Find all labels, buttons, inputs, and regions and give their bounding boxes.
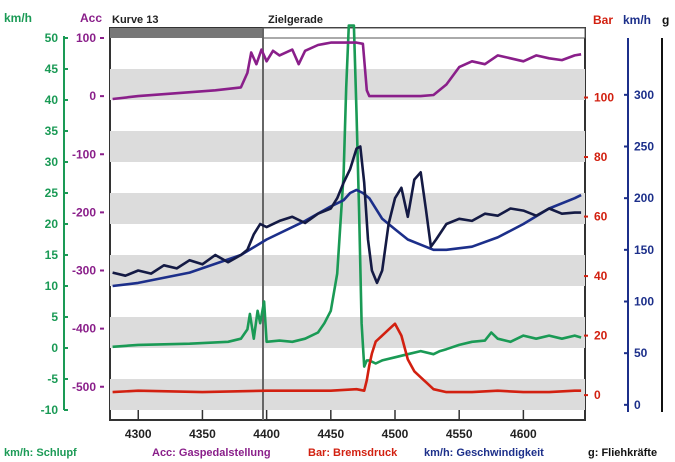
schlupf-tick-label: 45 <box>45 62 59 76</box>
axis-ticks: 50454035302520151050-5-101000-100-200-30… <box>41 31 655 417</box>
series-line-schlupf <box>112 24 582 368</box>
grid-stripe <box>110 379 585 410</box>
acc-axis-unit: Acc <box>80 11 102 25</box>
x-axis-ticks: 4300 4350 4400 4450 4500 4550 4600 <box>125 410 537 441</box>
legend-entry: km/h: Geschwindigkeit <box>424 447 544 459</box>
section-bar-zielgerade <box>262 27 586 39</box>
schlupf-tick-label: 15 <box>45 248 59 262</box>
speed-tick-label: 0 <box>634 398 641 412</box>
acc-tick-label: -300 <box>72 264 96 278</box>
speed-tick-label: 50 <box>634 346 648 360</box>
bar-axis-unit: Bar <box>593 13 613 27</box>
section-label-zielgerade: Zielgerade <box>268 14 323 26</box>
bar-tick-label: 80 <box>594 150 608 164</box>
x-tick-label: 4550 <box>446 427 473 441</box>
acc-tick-label: -200 <box>72 205 96 219</box>
grid-stripe <box>110 131 585 162</box>
schlupf-tick-label: 40 <box>45 93 59 107</box>
speed-axis-unit: km/h <box>623 13 651 27</box>
speed-tick-label: 150 <box>634 243 654 257</box>
schlupf-tick-label: 50 <box>45 31 59 45</box>
legend: km/h: Schlupf Acc: Gaspedalstellung Bar: B… <box>4 447 657 459</box>
section-label-kurve-13: Kurve 13 <box>112 14 158 26</box>
series-line-gaspedal <box>112 41 582 101</box>
grid-stripe <box>110 255 585 286</box>
speed-tick-label: 250 <box>634 140 654 154</box>
schlupf-axis-unit: km/h <box>4 11 32 25</box>
legend-entry: g: Fliehkräfte <box>588 447 657 459</box>
legend-entry: Bar: Bremsdruck <box>308 447 398 459</box>
bar-tick-label: 0 <box>594 388 601 402</box>
acc-tick-label: 100 <box>76 31 96 45</box>
speed-tick-label: 200 <box>634 191 654 205</box>
schlupf-tick-label: 0 <box>51 341 58 355</box>
g-axis-unit: g <box>662 13 669 27</box>
series-line-bremsdruck <box>112 322 582 394</box>
schlupf-tick-label: 35 <box>45 124 59 138</box>
schlupf-tick-label: 5 <box>51 310 58 324</box>
schlupf-tick-label: -5 <box>47 372 58 386</box>
legend-entry: Acc: Gaspedalstellung <box>152 447 271 459</box>
x-tick-label: 4400 <box>253 427 280 441</box>
bar-tick-label: 40 <box>594 269 608 283</box>
acc-tick-label: -500 <box>72 380 96 394</box>
bar-tick-label: 20 <box>594 329 608 343</box>
section-bar-kurve <box>110 28 263 38</box>
bar-tick-label: 100 <box>594 91 614 105</box>
series-line-fliehkraefte <box>112 145 582 285</box>
schlupf-tick-label: 30 <box>45 155 59 169</box>
x-tick-label: 4300 <box>125 427 152 441</box>
series-line-geschwindigkeit <box>112 188 582 288</box>
acc-tick-label: -100 <box>72 147 96 161</box>
legend-entry: km/h: Schlupf <box>4 447 77 459</box>
x-tick-label: 4500 <box>382 427 409 441</box>
schlupf-tick-label: 25 <box>45 186 59 200</box>
speed-tick-label: 300 <box>634 88 654 102</box>
schlupf-tick-label: -10 <box>41 403 59 417</box>
speed-tick-label: 100 <box>634 295 654 309</box>
x-tick-label: 4450 <box>317 427 344 441</box>
x-tick-label: 4350 <box>189 427 216 441</box>
bar-tick-label: 60 <box>594 210 608 224</box>
acc-tick-label: 0 <box>89 89 96 103</box>
x-tick-label: 4600 <box>510 427 537 441</box>
acc-tick-label: -400 <box>72 322 96 336</box>
grid-stripe <box>110 193 585 224</box>
schlupf-tick-label: 10 <box>45 279 59 293</box>
schlupf-tick-label: 20 <box>45 217 59 231</box>
series-lines <box>112 24 582 394</box>
